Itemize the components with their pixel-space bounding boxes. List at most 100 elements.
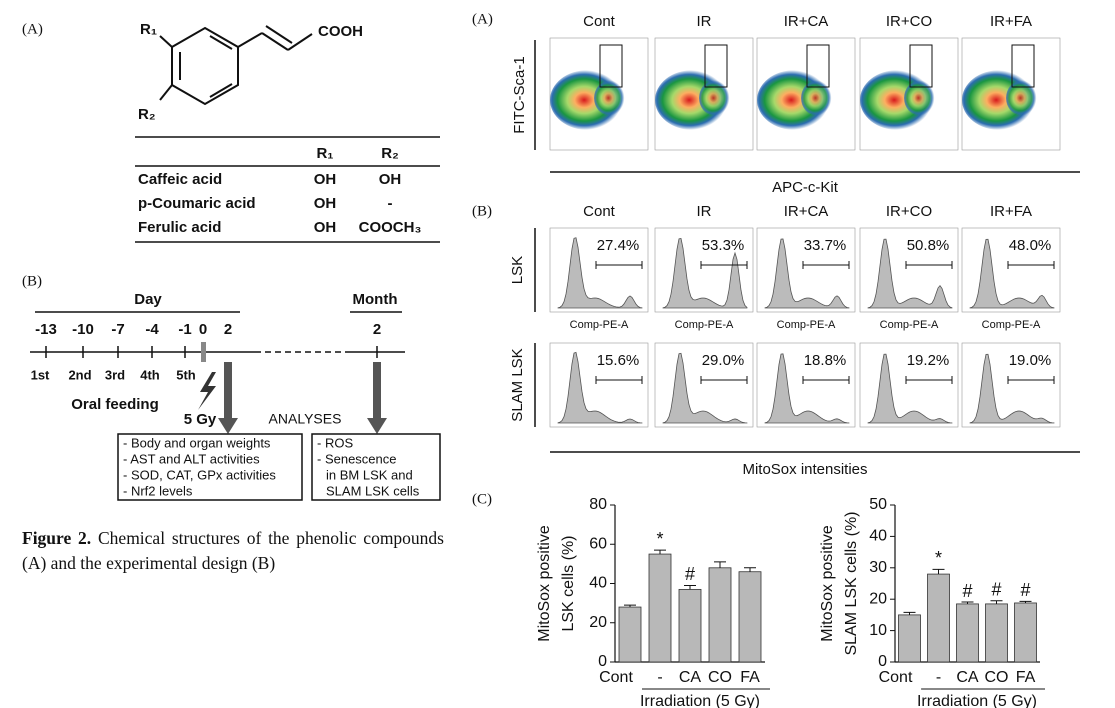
gate — [806, 44, 830, 88]
x-axis-label: MitoSox intensities — [742, 461, 867, 478]
row-label: SLAM LSK — [509, 348, 526, 421]
histogram — [764, 238, 850, 309]
percent: 18.8% — [804, 352, 847, 369]
percent: 29.0% — [702, 352, 745, 369]
error-bar — [714, 561, 726, 568]
histogram — [557, 351, 643, 424]
bar — [708, 567, 732, 663]
group-title: Cont — [583, 13, 616, 30]
r2: R₂ — [138, 106, 156, 123]
feeding: 4th — [140, 367, 160, 382]
axis-label: Comp-PE-A — [675, 319, 734, 331]
table-rules — [135, 136, 440, 243]
x-tick-label: CO — [985, 669, 1009, 686]
error-bar — [990, 600, 1003, 604]
plot-frame — [654, 342, 754, 428]
y-tick-label: 60 — [589, 535, 607, 552]
day-tick: 0 — [199, 321, 207, 338]
oral-label: Oral feeding — [71, 396, 159, 413]
histogram — [867, 238, 953, 309]
y-tick-label: 80 — [589, 496, 607, 513]
group-title: IR+CO — [886, 13, 932, 30]
x-tick-label: - — [657, 669, 662, 686]
bar — [898, 614, 921, 663]
cell: COOCH₃ — [359, 219, 422, 236]
error-bar — [1019, 600, 1032, 603]
density — [801, 80, 833, 116]
histogram — [662, 238, 748, 309]
feeding: 2nd — [68, 367, 91, 382]
error-bar — [654, 549, 666, 555]
day-tick: -1 — [178, 321, 191, 338]
bar — [648, 553, 672, 663]
panel-label: (B) — [22, 273, 42, 289]
table-header: R₂ — [381, 145, 399, 162]
plot-frame — [654, 37, 754, 151]
density — [904, 80, 936, 116]
bar — [1014, 602, 1037, 663]
group-title: IR+FA — [990, 13, 1032, 30]
plot-frame — [549, 227, 649, 313]
error-bar — [744, 567, 756, 572]
histogram — [764, 353, 850, 424]
error-bar — [932, 568, 945, 575]
box-item: SLAM LSK cells — [326, 483, 420, 498]
gate — [1011, 44, 1035, 88]
cell: OH — [314, 219, 337, 236]
x-tick-label: CO — [708, 669, 732, 686]
plot-frame — [859, 342, 959, 428]
gate-bracket — [700, 376, 748, 384]
y-tick-label: 50 — [869, 496, 887, 513]
day-tick: 2 — [224, 321, 232, 338]
plot-frame — [859, 37, 959, 151]
marker: # — [991, 580, 1001, 600]
group-title: IR+CO — [886, 203, 932, 220]
bar — [618, 606, 642, 663]
box-item: - Nrf2 levels — [123, 483, 193, 498]
day-tick: -7 — [111, 321, 124, 338]
y-tick-label: 0 — [878, 653, 887, 670]
day-tick: -10 — [72, 321, 94, 338]
irradiation-marker — [201, 342, 206, 362]
r1: R₁ — [140, 21, 157, 38]
y-tick-label: 40 — [589, 575, 607, 592]
table-header: R₁ — [316, 145, 333, 162]
row-label: LSK — [509, 256, 526, 284]
x-tick-label: CA — [956, 669, 979, 686]
density — [1006, 80, 1038, 116]
plot-frame — [961, 37, 1061, 151]
acid: COOH — [318, 23, 363, 40]
bar — [927, 573, 950, 663]
bar — [678, 588, 702, 663]
percent: 53.3% — [702, 237, 745, 254]
y-axis-label: MitoSox positive — [819, 525, 836, 642]
cell: OH — [314, 171, 337, 188]
percent: 19.0% — [1009, 352, 1052, 369]
y-axis-label: FITC-Sca-1 — [511, 56, 528, 134]
error-bar — [961, 601, 974, 604]
x-axis-label: Irradiation (5 Gy) — [917, 693, 1037, 708]
percent: 19.2% — [907, 352, 950, 369]
y-tick-label: 0 — [598, 653, 607, 670]
y-axis-label: SLAM LSK cells (%) — [843, 511, 860, 655]
feeding: 1st — [31, 367, 50, 382]
day-label: Day — [134, 291, 162, 308]
group-title: IR — [697, 203, 712, 220]
group-title: IR+CA — [784, 203, 829, 220]
plot-frame — [961, 342, 1061, 428]
histogram — [969, 353, 1055, 424]
row-name: p-Coumaric acid — [138, 195, 256, 212]
box-item: - AST and ALT activities — [123, 451, 260, 466]
bar — [956, 603, 979, 663]
y-tick-label: 20 — [869, 590, 887, 607]
plot-frame — [756, 37, 856, 151]
percent: 48.0% — [1009, 237, 1052, 254]
axis-label: Comp-PE-A — [982, 319, 1041, 331]
histogram — [867, 353, 953, 424]
y-axis-label: MitoSox positive — [536, 525, 553, 642]
panel-label: (A) — [22, 21, 43, 37]
y-axis-label: LSK cells (%) — [560, 535, 577, 631]
error-bar — [903, 611, 916, 615]
box-item: - Senescence — [317, 451, 397, 466]
